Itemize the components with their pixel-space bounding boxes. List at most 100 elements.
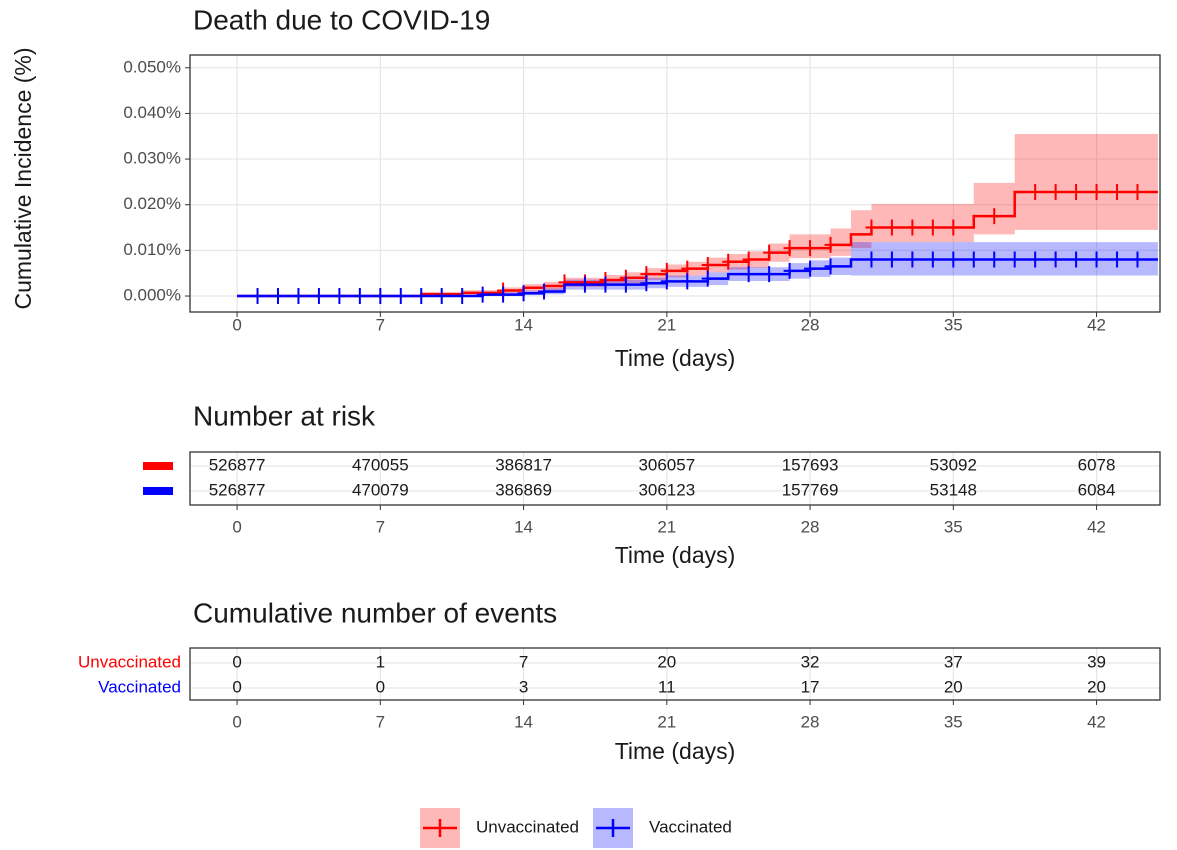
censor-mark bbox=[271, 288, 284, 305]
censor-mark bbox=[967, 251, 980, 268]
censor-mark bbox=[783, 262, 796, 279]
censor-mark bbox=[1131, 183, 1144, 200]
legend-key-line bbox=[596, 819, 631, 837]
censor-mark bbox=[988, 251, 1001, 268]
censor-mark bbox=[885, 251, 898, 268]
table-cell: 37 bbox=[944, 652, 963, 671]
table-cell: 6084 bbox=[1078, 480, 1116, 499]
censor-mark bbox=[926, 251, 939, 268]
x-tick-label: 42 bbox=[1087, 517, 1106, 536]
table-cell: 20 bbox=[1087, 677, 1106, 696]
censor-mark bbox=[865, 251, 878, 268]
legend-label: Vaccinated bbox=[649, 817, 732, 836]
censor-mark bbox=[947, 251, 960, 268]
row-label: Unvaccinated bbox=[78, 652, 181, 671]
censor-mark bbox=[497, 286, 510, 303]
row-key bbox=[143, 487, 173, 495]
censor-mark bbox=[742, 266, 755, 283]
panel-border bbox=[189, 647, 1161, 701]
y-tick-label: 0.000% bbox=[123, 286, 181, 305]
censor-mark bbox=[1029, 183, 1042, 200]
table-cell: 20 bbox=[657, 652, 676, 671]
x-tick-label: 21 bbox=[657, 517, 676, 536]
table-cell: 11 bbox=[658, 677, 676, 696]
table-cell: 306123 bbox=[638, 480, 695, 499]
table-cell: 386869 bbox=[495, 480, 552, 499]
x-tick-label: 7 bbox=[376, 315, 385, 334]
table-cell: 306057 bbox=[638, 455, 695, 474]
censor-mark bbox=[824, 236, 837, 253]
censor-mark bbox=[763, 266, 776, 283]
x-axis-label: Time (days) bbox=[615, 345, 736, 371]
censor-mark bbox=[701, 256, 714, 273]
censor-mark bbox=[517, 285, 530, 302]
censor-mark bbox=[1049, 251, 1062, 268]
table-cell: 7 bbox=[519, 652, 528, 671]
censor-mark bbox=[1029, 251, 1042, 268]
censor-mark bbox=[1111, 183, 1124, 200]
x-tick-label: 28 bbox=[801, 517, 820, 536]
x-tick-label: 0 bbox=[232, 315, 241, 334]
table-cell: 0 bbox=[376, 677, 385, 696]
x-tick-label: 35 bbox=[944, 517, 963, 536]
table-cell: 386817 bbox=[495, 455, 552, 474]
censor-mark bbox=[1008, 251, 1021, 268]
table-cell: 17 bbox=[801, 677, 820, 696]
x-tick-label: 35 bbox=[944, 712, 963, 731]
censor-mark bbox=[312, 288, 325, 305]
table-cell: 157769 bbox=[782, 480, 839, 499]
y-axis-label: Cumulative Incidence (%) bbox=[10, 47, 36, 309]
censor-mark bbox=[374, 288, 387, 305]
censor-mark bbox=[251, 288, 264, 305]
censor-mark bbox=[824, 258, 837, 275]
x-tick-label: 35 bbox=[944, 315, 963, 334]
censor-mark bbox=[763, 244, 776, 261]
table-cell: 526877 bbox=[209, 480, 266, 499]
x-tick-label: 42 bbox=[1087, 315, 1106, 334]
censor-mark bbox=[885, 219, 898, 236]
censor-mark bbox=[783, 240, 796, 257]
table-cell: 0 bbox=[232, 652, 241, 671]
censor-mark bbox=[599, 276, 612, 293]
censor-mark bbox=[804, 260, 817, 277]
censor-mark bbox=[353, 288, 366, 305]
x-tick-label: 7 bbox=[376, 517, 385, 536]
censor-mark bbox=[926, 219, 939, 236]
table-cell: 39 bbox=[1087, 652, 1106, 671]
censor-mark bbox=[865, 219, 878, 236]
x-tick-label: 42 bbox=[1087, 712, 1106, 731]
censor-mark bbox=[415, 288, 428, 305]
legend-label: Unvaccinated bbox=[476, 817, 579, 836]
censor-mark bbox=[476, 286, 489, 303]
censor-mark bbox=[619, 276, 632, 293]
x-axis-label: Time (days) bbox=[615, 542, 736, 568]
censor-mark bbox=[906, 219, 919, 236]
y-tick-label: 0.030% bbox=[123, 149, 181, 168]
censor-mark bbox=[292, 288, 305, 305]
legend-key-line bbox=[423, 819, 457, 837]
censor-mark bbox=[1070, 183, 1083, 200]
x-tick-label: 28 bbox=[801, 712, 820, 731]
x-tick-label: 21 bbox=[657, 712, 676, 731]
censor-mark bbox=[1070, 251, 1083, 268]
y-tick-label: 0.050% bbox=[123, 57, 181, 76]
x-tick-label: 14 bbox=[514, 517, 533, 536]
censor-mark bbox=[578, 276, 591, 293]
censor-mark bbox=[538, 283, 551, 300]
censor-mark bbox=[456, 288, 469, 305]
row-key bbox=[143, 462, 173, 470]
y-tick-label: 0.040% bbox=[123, 103, 181, 122]
x-tick-label: 0 bbox=[232, 712, 241, 731]
censor-mark bbox=[681, 273, 694, 290]
table-cell: 3 bbox=[519, 677, 528, 696]
x-axis-label: Time (days) bbox=[615, 738, 736, 764]
panel-title: Cumulative number of events bbox=[193, 597, 557, 628]
censor-mark bbox=[1131, 251, 1144, 268]
x-tick-label: 21 bbox=[657, 315, 676, 334]
censor-mark bbox=[640, 275, 653, 292]
censor-mark bbox=[660, 273, 673, 290]
censor-mark bbox=[435, 288, 448, 305]
table-cell: 53092 bbox=[930, 455, 977, 474]
table-cell: 20 bbox=[944, 677, 963, 696]
